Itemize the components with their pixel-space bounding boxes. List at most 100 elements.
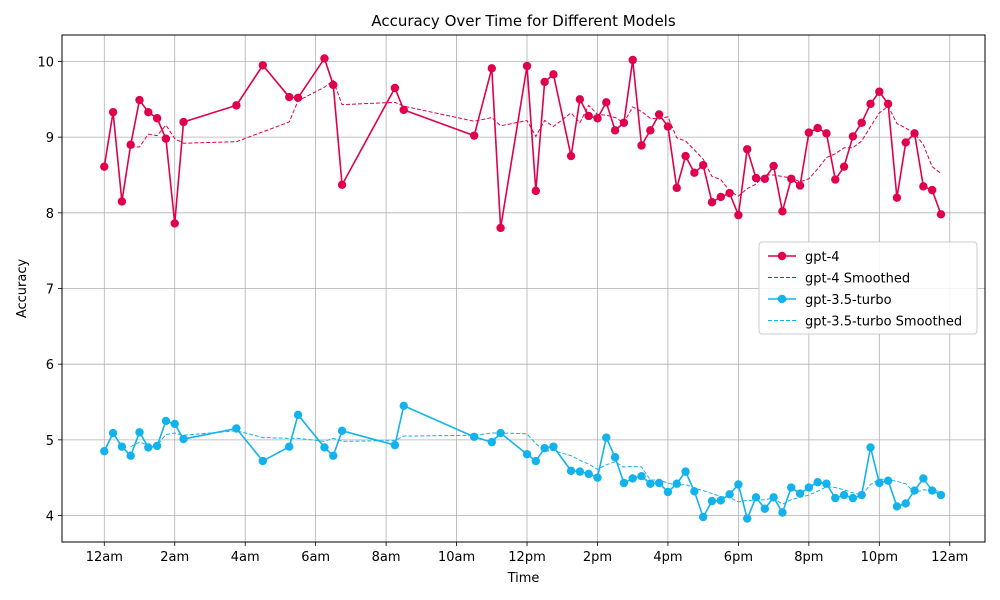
data-point [320, 443, 329, 452]
data-point [787, 174, 796, 183]
data-point [654, 478, 664, 488]
data-point [822, 479, 831, 488]
data-point [883, 476, 893, 485]
data-point [610, 126, 620, 135]
x-tick-label: 8am [372, 550, 401, 565]
x-tick-label: 2pm [583, 550, 612, 565]
legend-label: gpt-3.5-turbo Smoothed [805, 315, 962, 330]
axes: 12am 2am 4am 6am 8am 10am 12pm 2pm 4pm 6pm 8pm 10pm… [37, 55, 968, 565]
data-point [320, 54, 329, 63]
legend: gpt-4 gpt-4 Smoothed gpt-3.5-turbo gpt-3.5-… [758, 241, 978, 335]
data-point [179, 434, 188, 444]
data-point [813, 478, 822, 487]
data-point [602, 98, 611, 107]
legend-label: gpt-4 [805, 250, 840, 265]
data-point [531, 186, 541, 196]
data-point [285, 92, 294, 102]
data-point [910, 486, 919, 495]
data-point [927, 185, 937, 195]
data-point [522, 61, 532, 71]
data-point [690, 168, 699, 177]
data-point [170, 219, 179, 228]
data-point [522, 450, 532, 459]
data-point [787, 483, 796, 492]
data-point [901, 138, 910, 147]
data-point [487, 437, 496, 447]
data-point [593, 473, 602, 482]
data-point [795, 181, 805, 190]
data-point [831, 175, 840, 184]
data-point [716, 496, 725, 505]
series-line-gpt-3-5-turbo-smoothed [130, 430, 942, 505]
data-point [663, 487, 673, 497]
data-point [487, 64, 496, 73]
data-point [496, 223, 505, 233]
data-point [839, 490, 849, 500]
data-point [628, 474, 637, 483]
data-point [540, 443, 549, 453]
data-point [399, 105, 408, 115]
data-point [769, 161, 778, 171]
data-point [734, 480, 743, 489]
data-point [161, 416, 171, 426]
data-point [866, 99, 875, 109]
series-gpt-3-5-turbo [100, 401, 946, 523]
data-point [337, 180, 347, 190]
data-point [769, 493, 778, 502]
x-tick-label: 4pm [653, 550, 682, 565]
data-point [258, 456, 268, 466]
y-tick-label: 7 [46, 283, 54, 298]
series-line-gpt-4-smoothed [130, 79, 942, 197]
series-gpt-4 [100, 54, 946, 233]
data-point [549, 442, 558, 451]
data-point [285, 442, 294, 451]
data-point [100, 162, 109, 171]
data-point [646, 126, 655, 135]
data-point [584, 469, 593, 479]
data-point [117, 442, 127, 451]
legend-marker [777, 251, 787, 261]
data-point [936, 210, 946, 219]
legend-label: gpt-3.5-turbo [805, 293, 892, 308]
data-point [399, 401, 408, 410]
data-point [857, 118, 866, 127]
series-gpt-3-5-turbo-smoothed [130, 430, 942, 505]
data-point [778, 508, 787, 517]
data-point [575, 467, 585, 476]
data-point [751, 493, 761, 502]
data-point [875, 87, 884, 96]
data-point [144, 443, 153, 452]
x-tick-label: 12am [931, 550, 968, 565]
data-point [892, 502, 902, 511]
data-point [743, 145, 752, 154]
data-point [593, 114, 602, 123]
data-point [179, 117, 188, 127]
data-point [707, 496, 717, 506]
data-point [100, 446, 109, 456]
data-point [337, 426, 347, 435]
data-point [725, 188, 734, 198]
data-point [839, 162, 849, 171]
y-tick-label: 10 [37, 55, 54, 70]
data-point [778, 207, 787, 216]
chart-title: Accuracy Over Time for Different Models [371, 12, 676, 30]
data-point [619, 478, 629, 488]
data-point [566, 466, 576, 476]
data-point [716, 192, 725, 202]
data-point [161, 134, 171, 143]
data-point [602, 433, 611, 442]
data-point [126, 451, 135, 460]
legend-box [758, 241, 978, 335]
data-point [637, 141, 646, 150]
data-point [566, 151, 576, 161]
y-tick-label: 9 [46, 131, 54, 146]
data-point [743, 514, 752, 523]
x-tick-label: 6pm [724, 550, 753, 565]
data-point [610, 453, 620, 462]
data-point [540, 77, 549, 87]
data-point [681, 467, 690, 476]
x-tick-label: 2am [160, 550, 189, 565]
data-point [390, 440, 400, 450]
series-gpt-4-smoothed [130, 79, 942, 197]
data-point [531, 456, 541, 466]
